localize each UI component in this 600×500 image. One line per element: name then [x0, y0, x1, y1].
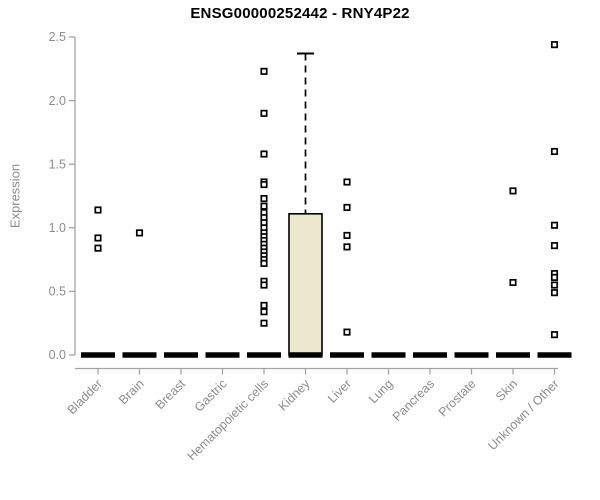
x-tick-label: Kidney — [276, 376, 313, 413]
y-tick-label: 0.0 — [49, 348, 66, 362]
x-tick-label: Unknown / Other — [485, 377, 561, 453]
outlier-point — [550, 289, 559, 297]
x-tick-label: Skin — [493, 377, 520, 404]
median-bar — [122, 352, 157, 358]
y-tick-label: 0.5 — [49, 285, 66, 299]
outlier-point — [343, 203, 351, 211]
outlier-point — [550, 242, 559, 250]
median-bar — [371, 352, 406, 358]
x-tick-label: Liver — [325, 377, 354, 406]
outlier-point — [260, 281, 268, 289]
outlier-point — [94, 234, 102, 242]
outlier-point — [343, 243, 351, 251]
y-tick-label: 1.0 — [49, 221, 66, 235]
x-tick-label: Pancreas — [390, 377, 437, 424]
outlier-point — [550, 273, 559, 281]
outlier-point — [260, 259, 268, 267]
median-bar — [537, 352, 572, 358]
outlier-point — [135, 229, 144, 237]
y-tick-label: 2.5 — [49, 30, 66, 44]
y-tick-label: 1.5 — [49, 157, 66, 171]
x-tick-label: Hematopoietic cells — [185, 377, 272, 464]
outlier-point — [260, 109, 268, 117]
outlier-point — [509, 187, 517, 195]
median-bar — [413, 352, 447, 358]
outlier-point — [509, 278, 517, 287]
outlier-point — [260, 181, 268, 189]
median-bar — [164, 352, 198, 358]
x-tick-label: Gastric — [192, 377, 230, 415]
outlier-point — [343, 231, 351, 239]
outlier-point — [343, 178, 351, 186]
outlier-point — [550, 147, 559, 156]
median-bar — [247, 352, 281, 358]
outlier-point — [260, 194, 268, 203]
chart-title: ENSG00000252442 - RNY4P22 — [190, 5, 410, 22]
median-bar — [496, 352, 530, 358]
median-bar — [454, 352, 489, 358]
x-tick-label: Breast — [153, 376, 189, 412]
outlier-point — [260, 308, 268, 316]
median-bar — [288, 352, 323, 358]
outlier-point — [550, 41, 559, 49]
x-tick-label: Prostate — [436, 377, 479, 420]
outlier-point — [550, 221, 559, 229]
outlier-point — [260, 202, 268, 210]
y-tick-label: 2.0 — [49, 94, 66, 108]
outlier-point — [343, 328, 351, 336]
outlier-point — [260, 319, 268, 327]
box — [288, 213, 323, 356]
outlier-point — [260, 301, 268, 309]
outlier-point — [550, 331, 559, 339]
x-tick-label: Lung — [366, 377, 396, 407]
median-bar — [81, 352, 115, 358]
outlier-point — [94, 206, 102, 214]
outlier-point — [260, 67, 268, 75]
median-bar — [330, 352, 364, 358]
x-tick-label: Bladder — [65, 377, 105, 417]
outlier-point — [94, 244, 102, 252]
median-bar — [205, 352, 240, 358]
x-tick-label: Brain — [116, 377, 147, 408]
outlier-point — [260, 150, 268, 158]
outlier-point — [550, 281, 559, 289]
